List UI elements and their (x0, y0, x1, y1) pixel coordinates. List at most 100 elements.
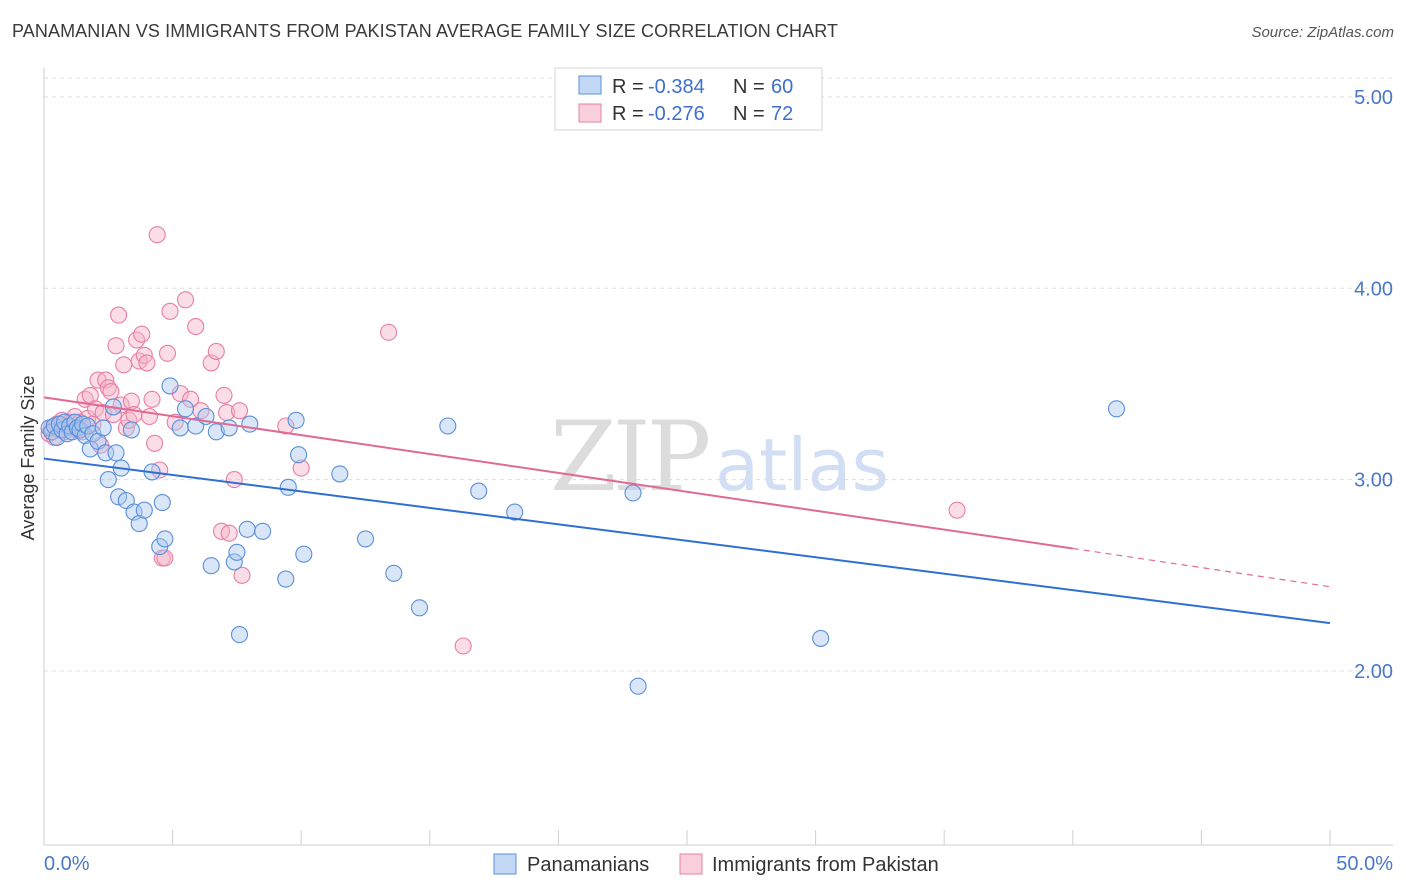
pakistan-point-39 (140, 407, 159, 426)
pakistan-point-65 (380, 323, 398, 341)
panamanians-point-27 (122, 421, 140, 439)
pakistan-point-57 (215, 386, 233, 404)
legend-r-label-2: R = (612, 103, 644, 125)
axes (43, 68, 1393, 846)
series-pakistan-points (40, 226, 966, 655)
panamanians-point-50 (279, 478, 297, 496)
pakistan-point-21 (94, 404, 112, 422)
legend-n-label-1: N = (733, 76, 765, 98)
legend: R = -0.384 N = 60 R = -0.276 N = 72 (554, 67, 823, 131)
pakistan-point-24 (102, 383, 120, 401)
legend-swatch-pink (578, 103, 602, 123)
pakistan-point-41 (146, 434, 164, 452)
panamanians-point-60 (506, 503, 524, 521)
panamanians-point-61 (624, 484, 642, 502)
panamanians-point-52 (290, 446, 308, 464)
y-tick-label-0: 2.00 (1354, 661, 1393, 683)
panamanians-point-53 (295, 545, 313, 563)
trend-line-panamanians (43, 457, 1331, 625)
panamanians-point-44 (228, 543, 246, 561)
panamanians-point-34 (156, 530, 174, 548)
pakistan-point-67 (948, 501, 966, 519)
panamanians-point-63 (812, 629, 830, 647)
bottom-legend-label-panamanians: Panamanians (527, 854, 649, 876)
bottom-legend-label-pakistan: Immigrants from Pakistan (712, 854, 939, 876)
panamanians-point-23 (107, 444, 125, 462)
pakistan-point-26 (107, 337, 125, 355)
panamanians-point-40 (202, 557, 220, 575)
y-tick-label-2: 4.00 (1354, 278, 1393, 300)
panamanians-point-24 (110, 488, 128, 506)
panamanians-point-21 (99, 471, 117, 489)
panamanians-point-37 (176, 400, 195, 418)
legend-n-value-1: 60 (771, 76, 793, 98)
pakistan-point-27 (110, 306, 128, 324)
panamanians-point-42 (220, 419, 238, 437)
panamanians-point-51 (287, 411, 305, 429)
legend-n-value-2: 72 (771, 103, 793, 125)
pakistan-point-59 (220, 524, 238, 542)
pakistan-point-29 (115, 356, 133, 374)
panamanians-point-59 (470, 482, 488, 500)
panamanians-point-56 (385, 564, 403, 582)
trend-lines (43, 396, 1331, 625)
panamanians-point-46 (238, 520, 256, 538)
pakistan-point-61 (230, 402, 249, 420)
pakistan-point-62 (233, 566, 251, 584)
bottom-legend-swatch-blue (493, 853, 517, 875)
panamanians-point-33 (153, 494, 171, 512)
watermark-zip: ZIP (550, 401, 709, 513)
x-tick-label-min: 0.0% (44, 853, 90, 875)
legend-r-value-1: -0.384 (648, 76, 705, 98)
panamanians-point-41 (207, 423, 225, 441)
panamanians-point-55 (356, 530, 375, 548)
panamanians-point-47 (241, 415, 259, 433)
panamanians-point-49 (277, 570, 295, 588)
pakistan-point-55 (207, 342, 225, 360)
panamanians-point-54 (331, 465, 349, 483)
pakistan-point-50 (176, 291, 195, 309)
bottom-legend-swatch-pink (679, 853, 703, 875)
legend-n-label-2: N = (733, 103, 765, 125)
panamanians-point-43 (225, 553, 243, 571)
trend-line-pakistan (43, 396, 1073, 550)
y-axis-label: Average Family Size (18, 376, 38, 541)
panamanians-point-58 (439, 417, 457, 435)
x-ticks (43, 830, 1331, 845)
panamanians-point-48 (254, 522, 272, 540)
pakistan-point-51 (182, 390, 200, 408)
pakistan-point-46 (158, 344, 177, 362)
pakistan-point-38 (138, 354, 156, 372)
legend-r-value-2: -0.276 (648, 103, 705, 125)
panamanians-point-29 (130, 515, 148, 533)
legend-r-label-1: R = (612, 76, 644, 98)
x-tick-label-max: 50.0% (1336, 853, 1393, 875)
pakistan-point-40 (143, 390, 161, 408)
bottom-legend: Panamanians Immigrants from Pakistan (493, 853, 939, 876)
pakistan-point-64 (292, 459, 310, 477)
legend-swatch-blue (578, 75, 602, 95)
pakistan-point-52 (187, 318, 205, 336)
y-tick-label-1: 3.00 (1354, 470, 1393, 492)
panamanians-point-30 (135, 501, 153, 519)
panamanians-point-19 (94, 419, 112, 437)
panamanians-point-36 (171, 419, 189, 437)
watermark-atlas: atlas (715, 423, 889, 507)
series-panamanians-points (40, 377, 1126, 695)
panamanians-point-57 (410, 599, 429, 617)
pakistan-point-66 (454, 637, 472, 655)
y-tick-label-3: 5.00 (1354, 87, 1393, 109)
panamanians-point-35 (161, 377, 179, 395)
panamanians-point-62 (629, 677, 647, 695)
pakistan-point-63 (277, 417, 295, 435)
panamanians-point-20 (97, 444, 115, 462)
pakistan-point-47 (161, 302, 179, 320)
pakistan-point-36 (133, 325, 151, 343)
panamanians-point-45 (230, 626, 249, 644)
trend-line-pakistan-extension (1072, 547, 1331, 588)
y-tick-labels: 2.00 3.00 4.00 5.00 (1354, 87, 1393, 683)
pakistan-point-60 (225, 471, 243, 489)
source-label: Source: ZipAtlas.com (1251, 24, 1394, 41)
chart-title: PANAMANIAN VS IMMIGRANTS FROM PAKISTAN A… (12, 21, 839, 41)
